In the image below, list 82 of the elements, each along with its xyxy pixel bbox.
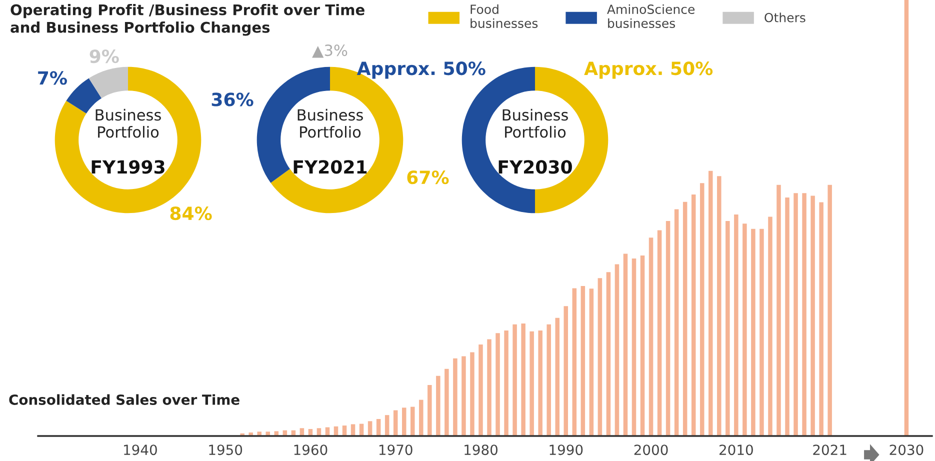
- data-label: Approx. 50%: [584, 62, 713, 79]
- donut-slice: [88, 66, 128, 98]
- bar: [648, 238, 654, 436]
- bar: [564, 306, 568, 436]
- bar: [700, 183, 704, 436]
- bar: [760, 228, 764, 436]
- bar: [742, 224, 747, 436]
- bar: [470, 352, 474, 436]
- text: Operating Profit /Business Profit over Time and Business Portfolio Changes: [10, 4, 364, 36]
- x-tick-label: 2010: [720, 444, 753, 456]
- bar: [614, 264, 620, 436]
- bar: [478, 344, 483, 436]
- x-tick-label: 1940: [124, 444, 157, 456]
- legend-label: Food businesses: [470, 4, 538, 28]
- bar: [598, 278, 602, 436]
- bar: [428, 384, 432, 436]
- bar: [580, 286, 586, 436]
- annotation: Business Portfolio: [96, 108, 161, 138]
- x-tick-label: 2021: [813, 444, 846, 456]
- annotation: Business Portfolio: [502, 108, 568, 138]
- bar: [682, 202, 688, 436]
- bar: [623, 254, 628, 436]
- bar: [462, 356, 466, 436]
- x-tick-label: 2030: [890, 444, 924, 456]
- annotation: FY2021: [294, 160, 367, 174]
- x-tick-label: 1960: [294, 444, 328, 456]
- bar: [632, 258, 636, 436]
- bar: [530, 331, 534, 436]
- data-label: 7%: [38, 71, 67, 85]
- bar: [904, 0, 909, 436]
- data-label: 36%: [212, 92, 254, 106]
- data-label: 67%: [407, 170, 449, 184]
- bar: [666, 221, 670, 436]
- bar: [444, 368, 449, 436]
- x-tick-label: 1980: [464, 444, 498, 456]
- annotation: ▲3%: [312, 44, 348, 58]
- annotation: FY1993: [92, 160, 164, 174]
- legend-label: Others: [764, 12, 806, 22]
- bar: [726, 221, 730, 436]
- annotation: Business Portfolio: [298, 108, 363, 138]
- bar: [768, 216, 772, 436]
- bar: [734, 214, 738, 436]
- bar: [512, 324, 517, 436]
- bar: [657, 230, 662, 436]
- x-tick-label: 1990: [550, 444, 583, 456]
- bar: [521, 324, 526, 436]
- bar: [572, 288, 577, 436]
- bar: [419, 400, 424, 436]
- text: Consolidated Sales over Time: [9, 394, 240, 405]
- x-tick-label: 1950: [209, 444, 242, 456]
- legend-label: AminoScience businesses: [607, 4, 695, 28]
- bar: [402, 408, 406, 436]
- bar: [504, 330, 508, 436]
- bar: [819, 202, 824, 436]
- bar: [384, 415, 390, 436]
- bar: [640, 255, 645, 436]
- bar: [453, 358, 458, 436]
- bar: [487, 339, 492, 436]
- bar: [589, 288, 594, 436]
- bar: [802, 193, 806, 436]
- bar: [691, 194, 696, 436]
- bar: [785, 198, 790, 436]
- bar: [751, 228, 756, 436]
- bar: [410, 406, 415, 436]
- bar: [717, 176, 722, 436]
- data-label: Approx. 50%: [356, 62, 486, 79]
- bar: [828, 184, 832, 436]
- bar: [674, 209, 679, 436]
- bar: [794, 193, 798, 436]
- annotation: FY2030: [498, 160, 572, 174]
- bar: [606, 272, 611, 436]
- bar: [496, 333, 500, 436]
- bar: [555, 318, 560, 436]
- x-tick-label: 1970: [379, 444, 412, 456]
- data-label: 84%: [170, 206, 212, 220]
- bar: [436, 376, 440, 436]
- bar: [708, 170, 713, 436]
- bar: [810, 196, 815, 436]
- x-tick-label: 2000: [634, 444, 668, 456]
- bar: [538, 330, 542, 436]
- bar: [546, 324, 551, 436]
- bar: [776, 184, 781, 436]
